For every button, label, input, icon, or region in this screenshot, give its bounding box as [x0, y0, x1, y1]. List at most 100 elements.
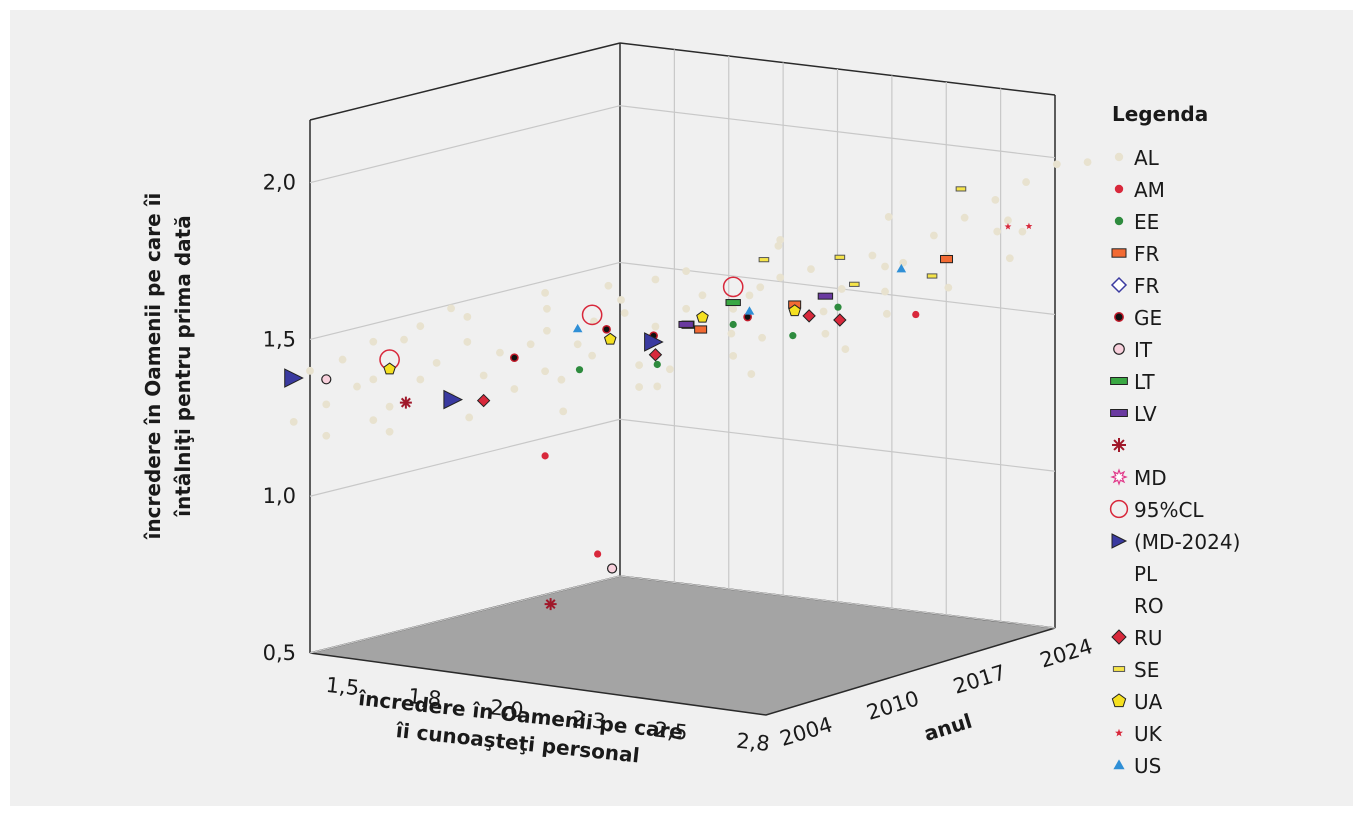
legend: Legenda AL AM EE FR FR GE IT LT LV MD 95%CL (MD-2024…: [1109, 102, 1240, 778]
grid-line: [309, 105, 621, 184]
scatter-3d-chart: 0,5 1,0 1,5 2,0 1,5 1,8 2,0 2,3 2,5 2,8 2004 2010 20…: [141, 42, 1240, 778]
data-point-fr: [694, 325, 708, 334]
legend-marker: [1110, 409, 1128, 417]
data-point-al: [884, 213, 893, 221]
legend-label: FR: [1134, 242, 1160, 266]
data-point-fr: [940, 254, 954, 264]
data-point-ua: [788, 304, 801, 317]
legend-label: SE: [1134, 658, 1159, 682]
legend-marker: [1109, 499, 1129, 519]
x-tick-label: 1,5: [325, 673, 361, 700]
data-point-al: [745, 291, 754, 300]
data-point-ge: [510, 353, 519, 363]
data-point-al: [774, 242, 783, 250]
data-point-al: [541, 288, 550, 297]
data-point-al: [416, 322, 425, 331]
data-point-ee: [575, 366, 584, 374]
z-tick-label: 2017: [950, 660, 1008, 699]
data-point-al: [369, 375, 378, 384]
data-point-al: [463, 338, 472, 346]
asterisk-stroke: [400, 397, 411, 408]
legend-label: EE: [1134, 210, 1159, 234]
data-point-al: [881, 287, 889, 296]
data-point-al: [819, 307, 828, 316]
data-point-al: [385, 402, 394, 411]
data-point-al: [665, 365, 674, 374]
data-point-al: [756, 283, 765, 292]
data-point-am: [541, 452, 549, 460]
data-point-al: [338, 355, 347, 364]
data-point-md: [544, 598, 557, 611]
legend-label: RU: [1134, 626, 1163, 650]
data-point-al: [353, 382, 361, 391]
data-point-al: [557, 375, 566, 384]
legend-label: AM: [1134, 178, 1165, 202]
data-point-ua: [696, 310, 709, 323]
legend-title: Legenda: [1112, 102, 1208, 126]
data-point-al: [1022, 178, 1030, 186]
axis-labels: 0,5 1,0 1,5 2,0 1,5 1,8 2,0 2,3 2,5 2,8 2004 2010 20…: [141, 171, 1095, 768]
data-point-se: [758, 257, 770, 263]
data-point-al: [960, 213, 969, 222]
legend-label: LV: [1134, 402, 1157, 426]
data-point-al: [1005, 254, 1014, 263]
data-point-lv: [678, 320, 694, 328]
data-point-ge: [602, 324, 611, 334]
data-point-al: [1004, 216, 1012, 225]
legend-marker: [1111, 629, 1127, 645]
legend-marker: [1112, 666, 1126, 672]
data-points: [284, 158, 1092, 611]
axes-box: [309, 42, 1056, 716]
data-point-se: [834, 254, 846, 260]
data-point-ee: [729, 320, 737, 329]
data-point-al: [776, 273, 785, 282]
grid-line: [309, 418, 621, 497]
data-point-us: [744, 306, 755, 315]
y-axis-title: încredere în Oamenii pe care îi întâlniţi…: [141, 193, 195, 541]
data-point-al: [432, 358, 441, 367]
x-tick-label: 2,3: [571, 706, 607, 733]
data-point-md-2024: [284, 368, 304, 388]
legend-label: PL: [1134, 562, 1158, 586]
z-tick-label: 2024: [1037, 634, 1095, 673]
data-point-ua: [603, 332, 617, 345]
data-point-ua: [383, 362, 396, 375]
z-axis-title: anul: [921, 709, 975, 746]
data-point-am: [912, 310, 920, 319]
data-point-al: [447, 304, 455, 313]
data-point-al: [821, 329, 830, 338]
data-point-al: [993, 227, 1002, 236]
legend-label: IT: [1134, 338, 1153, 362]
y-tick-label: 0,5: [263, 641, 296, 665]
data-point-al: [573, 340, 582, 349]
data-point-al: [543, 326, 551, 335]
data-point-al: [651, 322, 660, 331]
legend-marker: [1112, 438, 1126, 452]
legend-marker: [1115, 728, 1123, 737]
data-point-se: [955, 186, 967, 192]
data-point-al: [899, 258, 908, 267]
y-tick-label: 1,5: [263, 327, 296, 351]
x-tick-label: 2,0: [489, 695, 525, 722]
data-point-al: [604, 281, 613, 290]
y-axis-title-line: încredere în Oamenii pe care îi: [141, 193, 165, 541]
x-tick-label: 1,8: [407, 684, 443, 711]
y-tick-label: 2,0: [263, 171, 296, 195]
data-point-us: [572, 323, 583, 333]
axis-edge: [309, 42, 621, 121]
data-point-al: [620, 309, 629, 317]
data-point-al: [541, 367, 550, 376]
legend-marker: [1110, 468, 1128, 486]
data-point-am: [594, 550, 602, 558]
legend-label: US: [1134, 754, 1161, 778]
data-point-se: [926, 273, 938, 279]
data-point-al: [465, 413, 474, 422]
y-axis-title-line: întâlniţi pentru prima dată: [171, 215, 195, 517]
data-point-al: [1018, 227, 1027, 236]
x-tick-label: 2,8: [735, 729, 771, 756]
data-point-al: [416, 375, 425, 384]
data-point-md-2024: [443, 389, 464, 410]
legend-marker: [1111, 248, 1127, 258]
data-point-al: [496, 348, 504, 357]
legend-marker: [1113, 343, 1125, 355]
